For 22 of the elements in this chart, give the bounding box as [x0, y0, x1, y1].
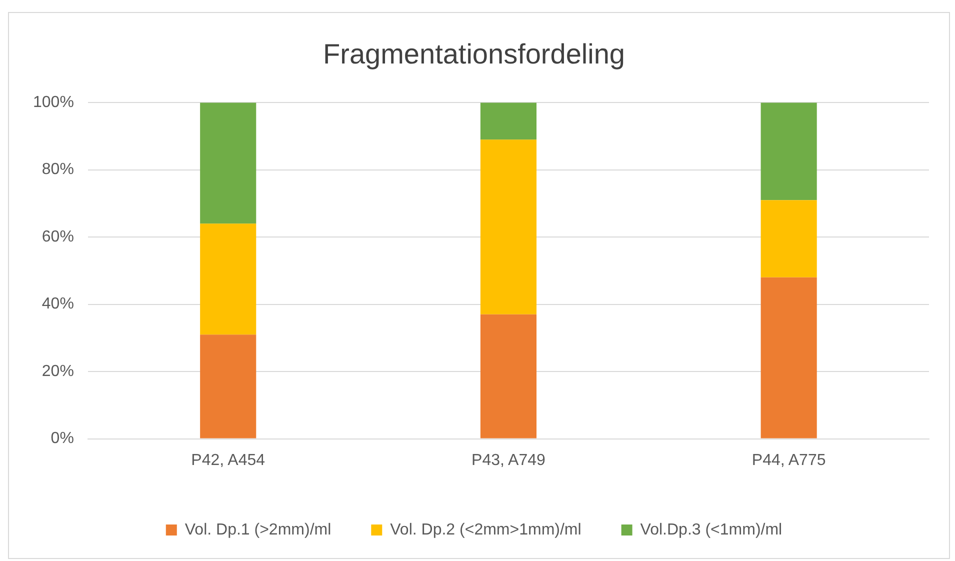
- y-tick-label: 0%: [50, 430, 74, 448]
- x-tick-label: P42, A454: [191, 452, 266, 469]
- bar: [480, 102, 536, 140]
- chart-title: Fragmentationsfordeling: [323, 38, 625, 70]
- y-tick-label: 100%: [33, 94, 74, 112]
- bar: [200, 224, 256, 335]
- x-tick-label: P43, A749: [472, 452, 546, 469]
- bar: [480, 140, 536, 314]
- bar: [200, 334, 256, 438]
- y-tick-label: 40%: [42, 296, 74, 313]
- y-tick-label: 60%: [42, 228, 74, 246]
- bar: [760, 200, 817, 278]
- legend-label: Vol.Dp.3 (<1mm)/ml: [640, 521, 782, 538]
- y-tick-label: 80%: [42, 161, 74, 178]
- y-tick-label: 20%: [42, 362, 74, 380]
- bar: [760, 277, 817, 438]
- x-tick-label: P44, A775: [752, 452, 826, 469]
- legend-label: Vol. Dp.2 (<2mm>1mm)/ml: [390, 521, 582, 538]
- bar: [200, 102, 256, 224]
- bar: [760, 102, 817, 200]
- bar: [480, 314, 536, 438]
- legend-label: Vol. Dp.1 (>2mm)/ml: [184, 521, 332, 538]
